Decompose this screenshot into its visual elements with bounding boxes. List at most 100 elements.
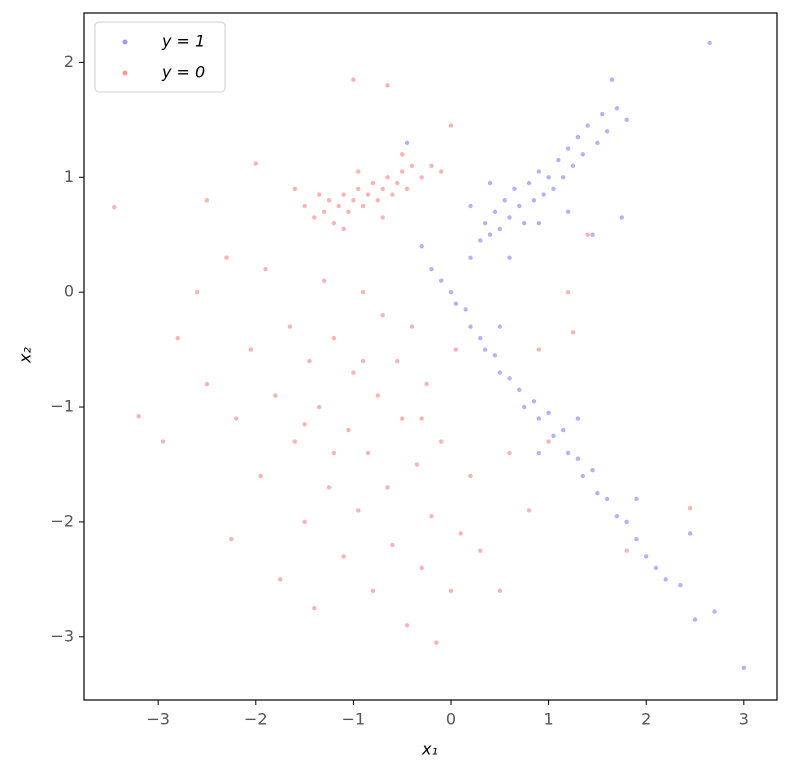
point — [634, 536, 639, 542]
point — [351, 370, 356, 375]
point — [136, 414, 141, 419]
point — [565, 209, 571, 214]
y-tick-label: 0 — [64, 282, 74, 301]
point — [326, 485, 332, 490]
point — [160, 439, 166, 444]
point — [644, 554, 649, 559]
point — [585, 232, 590, 237]
point — [624, 117, 629, 123]
point — [512, 186, 517, 191]
point — [365, 192, 371, 197]
point — [395, 358, 400, 364]
legend-marker — [122, 70, 128, 76]
point — [478, 335, 483, 341]
point — [531, 399, 537, 404]
point — [360, 358, 366, 364]
point — [663, 577, 668, 582]
point — [195, 289, 200, 295]
point — [468, 255, 473, 260]
point — [351, 77, 356, 82]
point — [517, 387, 522, 393]
point — [429, 513, 434, 519]
point — [390, 192, 395, 197]
point — [541, 192, 546, 197]
point — [546, 439, 551, 444]
point — [624, 519, 629, 525]
point — [712, 609, 717, 614]
point — [434, 640, 439, 645]
point — [419, 244, 424, 249]
point — [458, 531, 463, 536]
point — [204, 198, 210, 203]
point — [575, 416, 581, 421]
point — [341, 554, 346, 559]
series — [404, 40, 747, 671]
point — [395, 180, 400, 186]
point — [380, 215, 385, 220]
point — [292, 439, 298, 444]
legend-marker — [122, 39, 128, 45]
point — [375, 393, 380, 398]
point — [478, 548, 483, 553]
point — [439, 169, 444, 174]
point — [565, 289, 571, 295]
point — [312, 605, 317, 611]
point — [507, 450, 512, 456]
point — [507, 376, 512, 381]
point — [570, 163, 576, 168]
point — [551, 186, 556, 191]
point — [321, 278, 327, 283]
point — [619, 215, 625, 220]
point — [687, 505, 693, 511]
point — [522, 404, 527, 410]
point — [575, 456, 581, 461]
point — [360, 289, 366, 295]
x-tick-label: 2 — [641, 710, 651, 729]
point — [307, 358, 312, 364]
point — [356, 186, 361, 191]
point — [487, 232, 493, 237]
point — [331, 335, 337, 341]
point — [517, 203, 522, 209]
point — [112, 204, 117, 210]
x-tick-label: 3 — [739, 710, 749, 729]
point — [321, 209, 327, 214]
point — [258, 473, 263, 479]
y-tick-label: −2 — [50, 511, 74, 530]
point — [531, 198, 537, 203]
point — [326, 198, 332, 203]
point — [234, 416, 239, 421]
point — [390, 542, 395, 548]
point — [346, 209, 351, 214]
point — [551, 433, 556, 438]
point — [277, 577, 283, 582]
point — [536, 169, 542, 174]
x-tick-label: −2 — [244, 710, 268, 729]
y-tick-label: 1 — [64, 167, 74, 186]
point — [468, 203, 473, 209]
point — [468, 473, 473, 479]
point — [399, 152, 405, 157]
point — [526, 180, 532, 186]
x-tick-label: 1 — [544, 710, 554, 729]
point — [463, 307, 468, 312]
point — [590, 468, 595, 473]
y-tick-label: −3 — [50, 626, 74, 645]
point — [312, 215, 317, 220]
y-tick-label: −1 — [50, 397, 74, 416]
point — [429, 266, 434, 272]
point — [424, 381, 429, 387]
point — [380, 312, 385, 318]
point — [478, 238, 483, 243]
legend-label: y = 1 — [161, 32, 205, 51]
point — [409, 163, 415, 168]
point — [497, 226, 502, 232]
point — [604, 129, 610, 134]
point — [385, 175, 390, 180]
point — [595, 140, 600, 146]
point — [614, 513, 620, 519]
point — [687, 531, 693, 536]
point — [453, 301, 459, 306]
point — [331, 221, 337, 226]
point — [497, 588, 502, 594]
